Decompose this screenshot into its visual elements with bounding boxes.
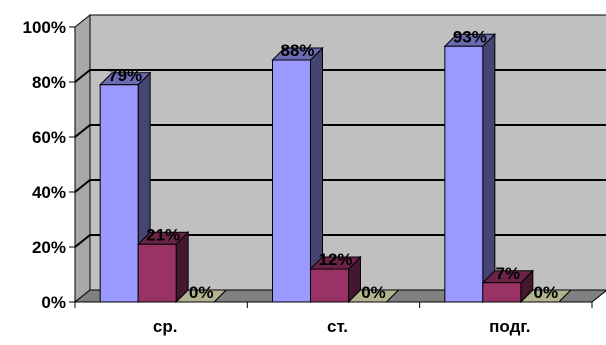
bar [347, 289, 400, 303]
bar-front [444, 45, 484, 303]
y-tick-label: 0% [41, 293, 66, 312]
x-tick-label: подг. [489, 317, 530, 336]
bar [481, 269, 535, 304]
gridline [74, 234, 606, 248]
bar-front [137, 243, 177, 303]
data-label: 79% [108, 66, 142, 85]
gridline [74, 69, 606, 83]
bar [136, 231, 190, 304]
gridline [74, 124, 606, 138]
bar-front [310, 268, 349, 303]
x-tick-label: ср. [153, 317, 178, 336]
data-label: 88% [280, 41, 314, 60]
bar-front [99, 84, 139, 303]
y-tick-label: 80% [32, 73, 66, 92]
chart-side-wall [74, 13, 91, 304]
y-tick-label: 40% [32, 183, 66, 202]
bar-top [174, 289, 228, 303]
bar [309, 255, 362, 304]
gridline [74, 179, 606, 193]
bar [443, 33, 497, 304]
data-label: 12% [318, 250, 352, 269]
bar-top [519, 289, 573, 303]
data-label: 0% [534, 283, 559, 302]
bar-side [482, 33, 496, 304]
bar-front [272, 59, 311, 303]
y-tick-label: 20% [32, 238, 66, 257]
data-label: 93% [453, 27, 487, 46]
y-tick-label: 60% [32, 128, 66, 147]
y-tick-label: 100% [23, 18, 66, 37]
bar-top [347, 289, 400, 303]
x-tick-label: ст. [327, 317, 348, 336]
data-label: 0% [189, 283, 214, 302]
bar [271, 46, 324, 304]
bar-front [482, 282, 522, 303]
bar [519, 289, 573, 303]
data-label: 7% [496, 264, 521, 283]
data-label: 21% [146, 225, 180, 244]
bar [174, 289, 228, 303]
data-label: 0% [361, 283, 386, 302]
